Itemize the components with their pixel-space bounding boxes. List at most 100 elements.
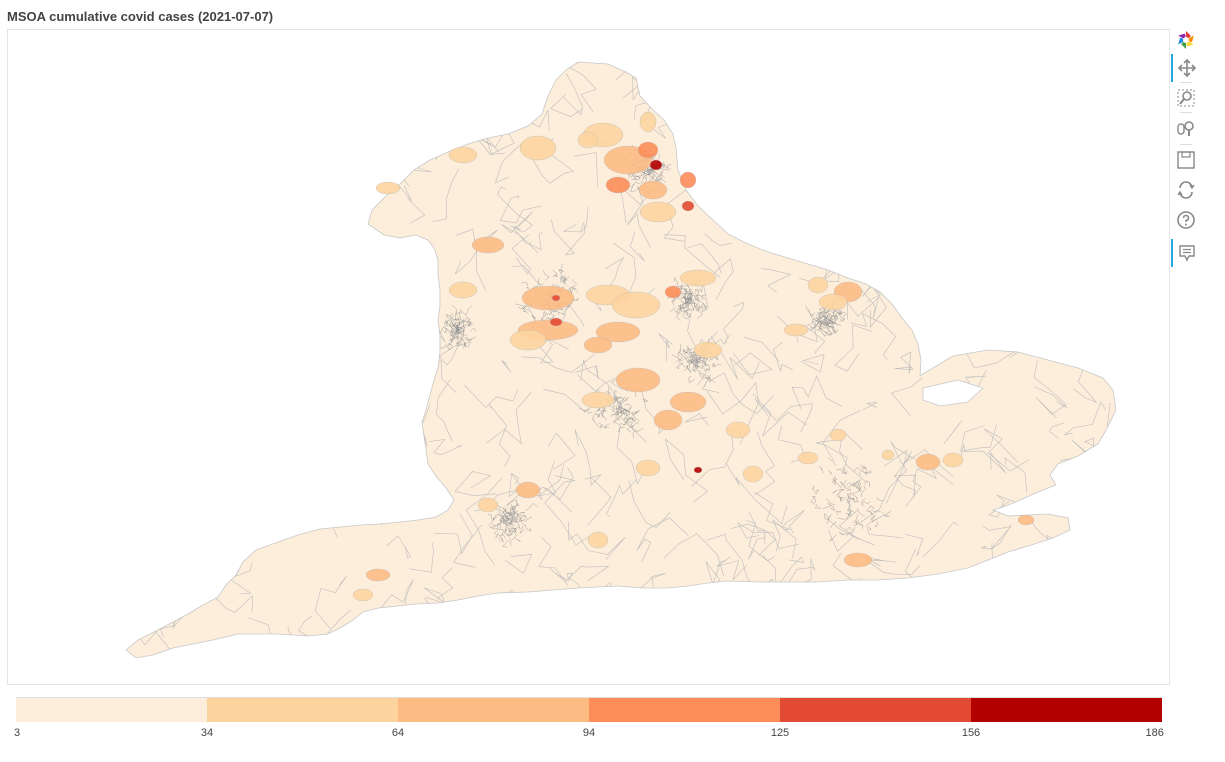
urban-boundary [694, 298, 700, 306]
msoa-boundary [704, 108, 732, 149]
msoa-boundary [159, 474, 201, 507]
urban-boundary [622, 408, 626, 416]
hotspot-region [581, 391, 615, 409]
msoa-boundary [126, 266, 132, 289]
msoa-boundary [783, 558, 816, 591]
urban-boundary [560, 275, 570, 280]
urban-boundary [824, 513, 829, 519]
urban-boundary [821, 331, 828, 337]
urban-boundary [825, 498, 836, 506]
urban-boundary [616, 396, 623, 409]
urban-boundary [598, 422, 603, 429]
urban-boundary [679, 304, 686, 310]
wheel-zoom-tool[interactable] [1171, 114, 1201, 142]
msoa-boundary [921, 176, 973, 212]
msoa-boundary [497, 186, 533, 233]
box-zoom-tool[interactable] [1171, 84, 1201, 112]
msoa-boundary [744, 337, 780, 362]
reset-tool[interactable] [1171, 176, 1201, 204]
pan-tool[interactable] [1171, 54, 1201, 82]
msoa-boundary [371, 88, 402, 111]
urban-boundary [493, 528, 503, 535]
msoa-boundary [321, 433, 353, 459]
urban-boundary [823, 309, 827, 321]
urban-boundary [501, 506, 508, 511]
msoa-boundary [704, 233, 733, 246]
msoa-boundary [225, 212, 260, 255]
urban-boundary [846, 493, 855, 500]
msoa-boundary [1054, 201, 1116, 221]
msoa-boundary [992, 101, 1013, 126]
msoa-boundary [1081, 450, 1104, 479]
msoa-boundary [829, 191, 906, 211]
msoa-boundary [844, 124, 868, 147]
help-tool[interactable] [1171, 206, 1201, 234]
map-plot-area[interactable] [7, 29, 1170, 685]
urban-boundary [456, 315, 462, 321]
msoa-boundary [933, 126, 940, 156]
msoa-boundary [538, 536, 569, 586]
msoa-boundary [220, 302, 246, 358]
urban-boundary [686, 365, 688, 369]
urban-boundary [683, 288, 688, 293]
msoa-boundary [395, 108, 428, 128]
urban-boundary [552, 269, 558, 277]
urban-boundary [686, 293, 694, 299]
msoa-boundary [575, 364, 599, 380]
msoa-boundary [249, 62, 270, 81]
msoa-boundary [782, 509, 806, 534]
msoa-boundary [182, 464, 218, 528]
urban-boundary [837, 517, 846, 520]
msoa-boundary [513, 211, 534, 245]
save-tool[interactable] [1171, 146, 1201, 174]
msoa-boundary [932, 577, 972, 617]
urban-boundary [678, 301, 690, 306]
urban-boundary [839, 497, 844, 502]
msoa-boundary [1023, 62, 1054, 83]
msoa-boundary [574, 429, 602, 487]
msoa-boundary [126, 294, 137, 320]
msoa-boundary [454, 229, 498, 275]
case-hotspots [352, 111, 1035, 602]
msoa-boundary [1021, 234, 1065, 263]
msoa-boundary [905, 534, 924, 556]
urban-boundary [818, 316, 824, 322]
msoa-boundary [453, 525, 482, 568]
urban-boundary [836, 511, 842, 516]
msoa-boundary [1049, 256, 1072, 279]
urban-boundary [506, 521, 513, 527]
urban-boundary [693, 292, 707, 297]
msoa-boundary [285, 441, 342, 492]
urban-boundary [847, 505, 856, 513]
msoa-boundary [323, 394, 376, 417]
msoa-boundary [721, 65, 765, 102]
urban-boundary [688, 375, 695, 384]
msoa-boundary [550, 94, 583, 118]
color-bar-bin [398, 698, 589, 722]
msoa-boundary [344, 184, 367, 211]
urban-boundary [837, 310, 842, 315]
urban-boundary [518, 523, 521, 529]
hotspot-region [725, 421, 751, 439]
msoa-boundary [943, 419, 963, 444]
msoa-boundary [201, 287, 220, 356]
england-msoa-map [125, 61, 1117, 659]
msoa-boundary [1019, 114, 1047, 175]
urban-boundary [858, 483, 862, 491]
hotspot-region [551, 294, 561, 302]
urban-boundary [815, 317, 821, 323]
urban-boundary [869, 511, 875, 521]
msoa-boundary [126, 430, 152, 471]
msoa-boundary [725, 462, 788, 525]
msoa-boundary [373, 451, 408, 476]
msoa-boundary [434, 513, 473, 555]
urban-boundary [624, 403, 633, 410]
msoa-boundary [264, 417, 295, 461]
msoa-boundary [149, 424, 201, 460]
hover-tool[interactable] [1171, 239, 1201, 267]
urban-boundary [869, 505, 875, 511]
msoa-boundary [1032, 642, 1069, 658]
hotspot-region [365, 568, 391, 582]
msoa-boundary [1071, 604, 1092, 644]
urban-boundary [683, 363, 691, 371]
